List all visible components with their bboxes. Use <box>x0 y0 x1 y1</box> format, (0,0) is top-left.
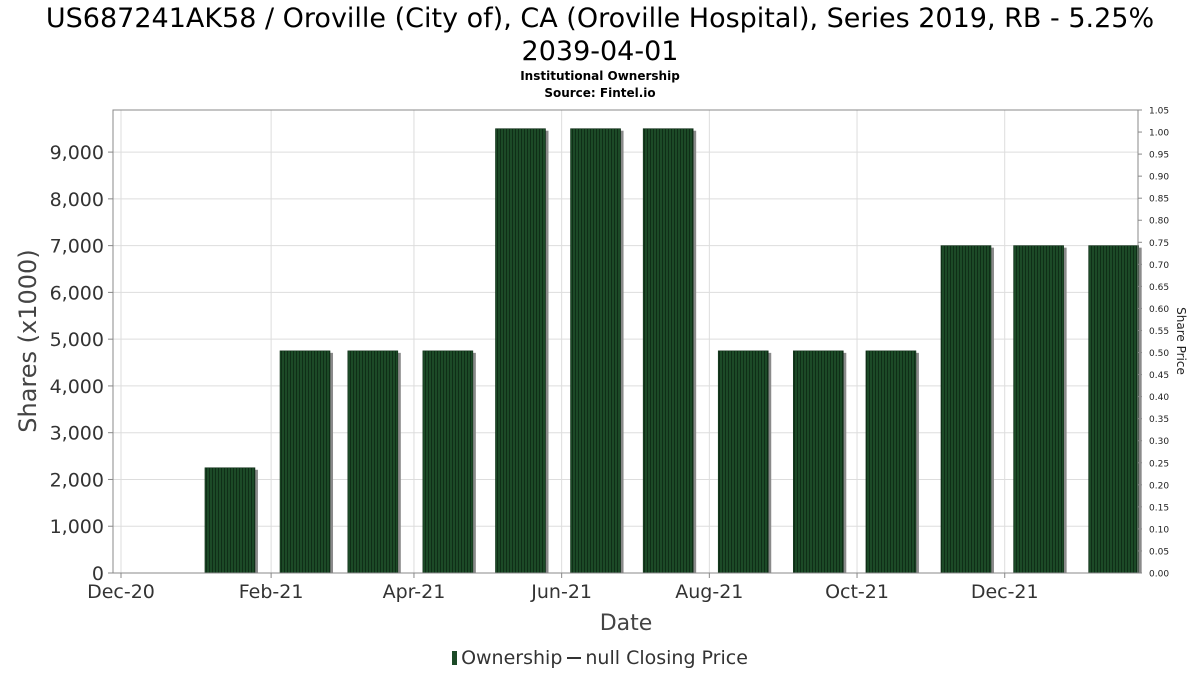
legend-price-label: null Closing Price <box>585 647 748 669</box>
x-axis-label: Date <box>600 611 653 636</box>
y-tick-label: 2,000 <box>50 469 104 491</box>
y2-tick-label: 0.95 <box>1149 151 1169 161</box>
y-tick-label: 8,000 <box>50 189 104 211</box>
x-tick-label: Apr-21 <box>383 581 446 603</box>
y2-tick-label: 0.45 <box>1149 371 1169 381</box>
x-tick-label: Dec-20 <box>87 581 155 603</box>
ownership-chart: 0 1,000 2,000 3,000 4,000 5,000 6,000 7,000 8,00… <box>14 107 1188 637</box>
bars-layer <box>204 128 1142 574</box>
x-tick-label: Feb-21 <box>239 581 304 603</box>
y2-tick-label: 1.05 <box>1149 107 1169 117</box>
y-tick-label: 4,000 <box>50 376 104 398</box>
y2-tick-label: 0.50 <box>1149 349 1169 359</box>
x-axis: Dec-20 Feb-21 Apr-21 Jun-21 Aug-21 Oct-21 Dec-… <box>87 573 1039 603</box>
legend-price-line <box>567 657 582 659</box>
y-axis: 0 1,000 2,000 3,000 4,000 5,000 6,000 7,000 8,00… <box>50 142 113 585</box>
chart-legend: Ownership null Closing Price <box>0 647 1200 669</box>
y2-tick-label: 0.10 <box>1149 525 1169 535</box>
y2-tick-label: 0.25 <box>1149 459 1169 469</box>
x-tick-label: Aug-21 <box>675 581 743 603</box>
ownership-bar <box>1088 245 1139 574</box>
ownership-bar <box>347 350 399 574</box>
y2-tick-label: 0.55 <box>1149 327 1169 337</box>
x-tick-label: Oct-21 <box>825 581 889 603</box>
y2-tick-label: 0.20 <box>1149 481 1169 491</box>
ownership-bar <box>495 128 546 574</box>
ownership-bar <box>204 467 256 574</box>
y-tick-label: 3,000 <box>50 423 104 445</box>
y2-tick-label: 1.00 <box>1149 129 1169 139</box>
y2-tick-label: 0.05 <box>1149 547 1169 557</box>
ownership-bar <box>717 350 769 574</box>
chart-title-line-2: 2039-04-01 <box>521 36 679 67</box>
ownership-bar <box>1013 245 1064 574</box>
y-tick-label: 0 <box>92 563 104 585</box>
y-tick-label: 1,000 <box>50 516 104 538</box>
x-tick-label: Dec-21 <box>971 581 1039 603</box>
legend-ownership-label: Ownership <box>461 647 563 669</box>
y2-tick-label: 0.00 <box>1149 570 1169 580</box>
y-axis-label: Shares (x1000) <box>14 249 42 432</box>
y-tick-label: 6,000 <box>50 282 104 304</box>
ownership-bar <box>792 350 844 574</box>
y2-tick-label: 0.85 <box>1149 195 1169 205</box>
y2-axis: 0.00 0.05 0.10 0.15 0.20 0.25 0.30 0.35 0.40 0.45… <box>1138 107 1169 580</box>
plot-frame <box>112 109 1139 574</box>
legend-ownership-swatch <box>452 651 458 665</box>
y-tick-label: 5,000 <box>50 329 104 351</box>
y2-tick-label: 0.70 <box>1149 261 1169 271</box>
ownership-bar <box>570 128 621 574</box>
ownership-bar <box>642 128 694 574</box>
y2-tick-label: 0.30 <box>1149 437 1169 447</box>
y-tick-label: 7,000 <box>50 236 104 258</box>
y-tick-label: 9,000 <box>50 142 104 164</box>
y2-tick-label: 0.35 <box>1149 415 1169 425</box>
y2-tick-label: 0.80 <box>1149 217 1169 227</box>
y2-tick-label: 0.15 <box>1149 503 1169 513</box>
x-tick-label: Jun-21 <box>530 581 592 603</box>
ownership-bar <box>279 350 331 574</box>
y2-tick-label: 0.90 <box>1149 173 1169 183</box>
y2-tick-label: 0.60 <box>1149 305 1169 315</box>
chart-title-line-1: US687241AK58 / Oroville (City of), CA (O… <box>45 3 1155 34</box>
y2-tick-label: 0.40 <box>1149 393 1169 403</box>
ownership-bar <box>940 245 992 574</box>
ownership-bar <box>865 350 917 574</box>
chart-title-block: US687241AK58 / Oroville (City of), CA (O… <box>0 2 1200 102</box>
chart-source: Source: Fintel.io <box>544 86 656 100</box>
y2-tick-label: 0.75 <box>1149 239 1169 249</box>
ownership-bar <box>422 350 474 574</box>
chart-subtitle: Institutional Ownership <box>520 69 680 83</box>
y2-axis-label: Share Price <box>1174 307 1188 375</box>
y2-tick-label: 0.65 <box>1149 283 1169 293</box>
